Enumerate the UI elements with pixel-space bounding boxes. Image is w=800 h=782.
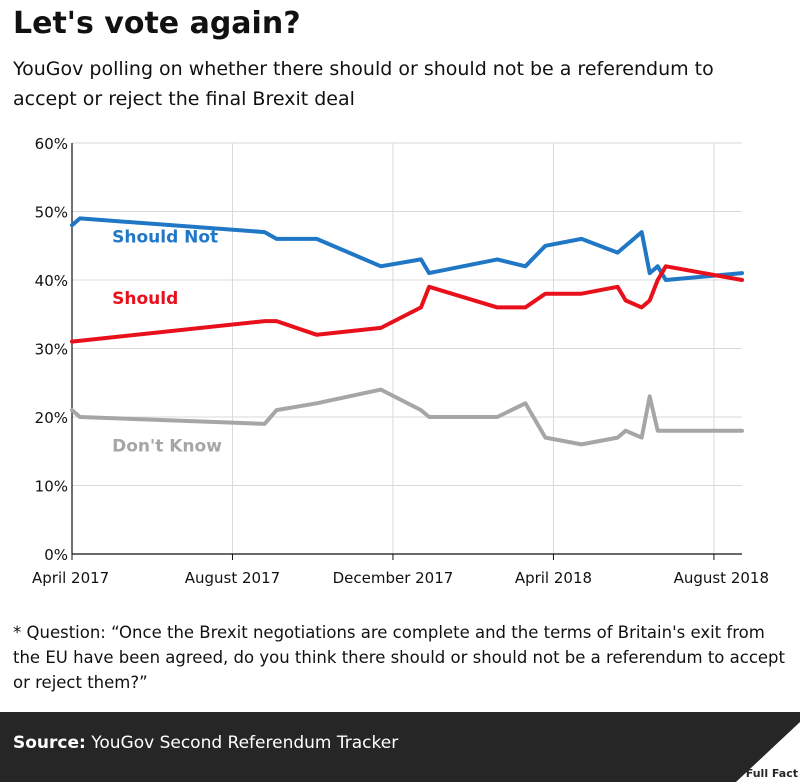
y-tick-label: 50% — [35, 204, 68, 222]
x-tick-label: August 2017 — [185, 569, 280, 587]
chart-subtitle: YouGov polling on whether there should o… — [13, 58, 714, 110]
series-label-should: Should — [112, 289, 178, 309]
x-tick-label: April 2017 — [32, 569, 109, 587]
series-line-should-not — [70, 216, 744, 282]
y-tick-label: 30% — [35, 341, 68, 359]
y-tick-label: 10% — [35, 478, 68, 496]
x-tick-label: April 2018 — [515, 569, 592, 587]
source-label: Source: — [13, 733, 86, 753]
line-chart: 0% 10% 20% 30% 40% 50% 60% April 2017 August 201… — [32, 135, 769, 587]
y-tick-label: 0% — [44, 546, 68, 564]
question-footnote: * Question: “Once the Brexit negotiation… — [13, 623, 785, 692]
x-tick-label: August 2018 — [674, 569, 769, 587]
series-label-should-not: Should Not — [112, 227, 218, 247]
series-label-don-t-know: Don't Know — [112, 436, 222, 456]
full-fact-logo-text: Full Fact — [745, 767, 798, 780]
source-footer: Source: YouGov Second Referendum Tracker… — [0, 712, 800, 782]
series-line-don-t-know — [70, 387, 744, 447]
y-tick-label: 60% — [35, 135, 68, 153]
full-fact-logo-icon — [736, 722, 800, 782]
x-tick-label: December 2017 — [333, 569, 454, 587]
y-tick-label: 20% — [35, 409, 68, 427]
y-tick-label: 40% — [35, 272, 68, 290]
chart-title: Let's vote again? — [13, 6, 301, 41]
source-text: YouGov Second Referendum Tracker — [91, 733, 399, 753]
source-line: Source: YouGov Second Referendum Tracker — [13, 733, 398, 753]
series-line-should — [70, 264, 744, 344]
